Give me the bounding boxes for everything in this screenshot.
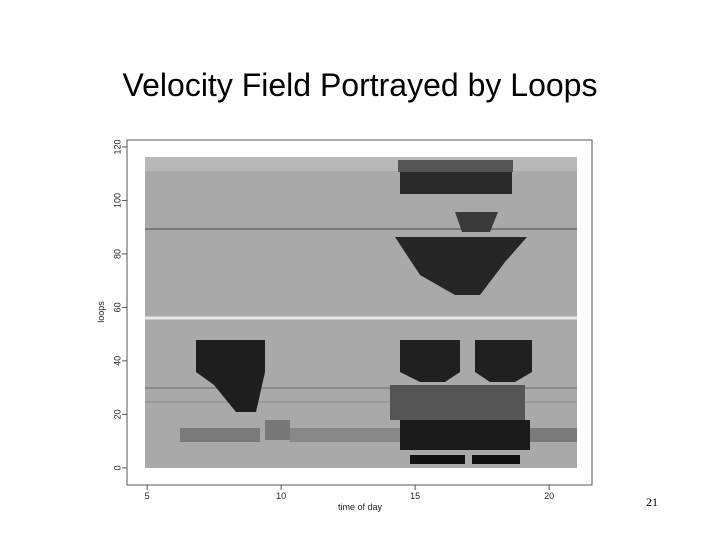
x-tick-label: 20 <box>544 491 554 501</box>
y-tick-label: 20 <box>112 409 122 419</box>
x-axis-label: time of day <box>338 502 383 512</box>
x-tick-label: 5 <box>145 491 150 501</box>
heatmap-image <box>145 157 577 468</box>
y-tick-label: 40 <box>112 356 122 366</box>
x-tick-label: 15 <box>410 491 420 501</box>
y-tick-label: 80 <box>112 249 122 259</box>
y-tick-label: 60 <box>112 302 122 312</box>
y-axis-label: loops <box>96 301 106 323</box>
y-tick-label: 100 <box>112 193 122 208</box>
x-tick-label: 10 <box>276 491 286 501</box>
y-tick-label: 120 <box>112 139 122 154</box>
page-number: 21 <box>646 495 658 509</box>
slide-title: Velocity Field Portrayed by Loops <box>123 67 598 103</box>
plot-frame <box>126 139 593 486</box>
y-tick-label: 0 <box>112 465 122 470</box>
